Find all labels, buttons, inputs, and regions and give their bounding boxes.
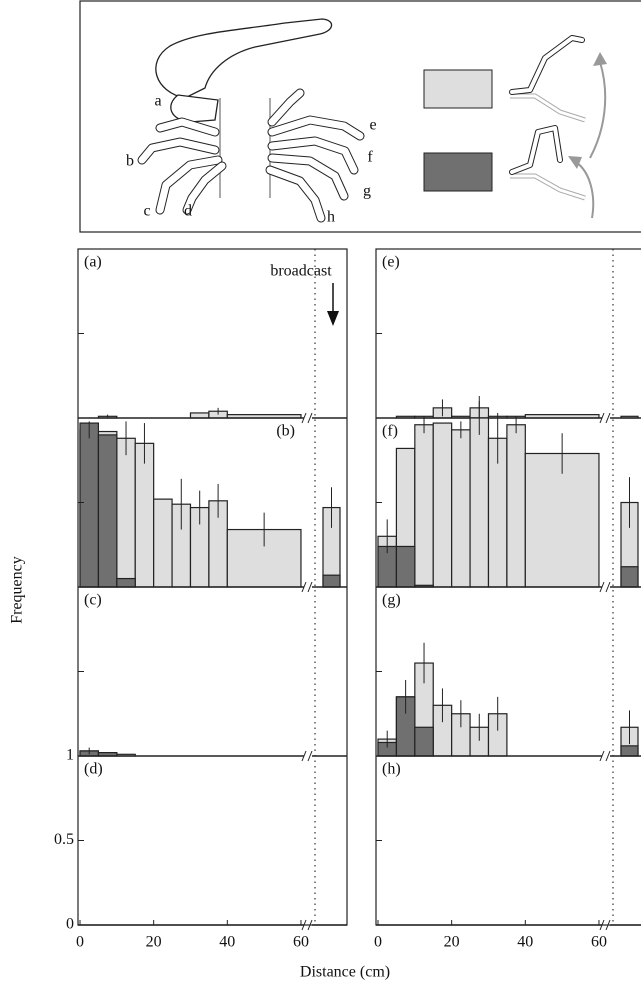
axis-break xyxy=(599,919,605,931)
x-axis-title: Distance (cm) xyxy=(300,964,390,981)
panel-label: (b) xyxy=(276,423,295,440)
leg-label: h xyxy=(327,209,335,226)
y-tick-label: 1 xyxy=(66,747,74,764)
bar xyxy=(432,422,453,588)
bar xyxy=(79,422,100,588)
axis-break xyxy=(307,581,313,593)
bar xyxy=(506,424,526,588)
legend-swatch-light xyxy=(423,69,493,109)
claw-arm xyxy=(170,94,219,123)
diagram: a b c d e f g h xyxy=(79,0,641,233)
y-tick-label: 0.5 xyxy=(54,831,74,848)
x-tick-label: 60 xyxy=(293,934,309,951)
leg-label: g xyxy=(363,183,371,200)
axis-break xyxy=(599,581,605,593)
bar xyxy=(97,434,118,588)
panel-label: (a) xyxy=(84,254,102,271)
bar xyxy=(414,726,434,757)
x-tick-label: 20 xyxy=(444,934,460,951)
leg-label: e xyxy=(369,117,376,134)
bar xyxy=(134,442,155,588)
axis-break xyxy=(301,581,307,593)
x-tick-label: 40 xyxy=(219,934,235,951)
leg-label: f xyxy=(367,149,373,166)
leg-label: b xyxy=(126,153,134,170)
y-tick-label: 0 xyxy=(66,916,74,933)
axis-break xyxy=(307,750,313,762)
leg-label: c xyxy=(143,203,150,220)
x-tick-label: 40 xyxy=(517,934,533,951)
x-tick-label: 0 xyxy=(76,934,84,951)
axis-break xyxy=(301,412,307,424)
bar xyxy=(116,437,136,588)
panel-label: (f) xyxy=(382,423,398,440)
bar xyxy=(469,417,490,588)
bar xyxy=(524,452,600,588)
axis-break xyxy=(605,919,611,931)
legs xyxy=(137,88,365,223)
bar xyxy=(451,429,471,588)
axis-break xyxy=(605,750,611,762)
axis-break xyxy=(307,919,313,931)
leg-label: d xyxy=(184,203,192,220)
annotation: broadcast xyxy=(270,263,332,280)
diagram-frame xyxy=(79,0,641,233)
broadcast-bar xyxy=(322,574,341,588)
axis-break xyxy=(307,412,313,424)
bar xyxy=(414,424,434,588)
broadcast-bar xyxy=(620,745,639,757)
axis-break xyxy=(599,412,605,424)
x-tick-label: 20 xyxy=(146,934,162,951)
axis-break xyxy=(605,581,611,593)
annotation-arrowhead xyxy=(327,311,339,326)
panel-label: (h) xyxy=(382,761,401,778)
axis-break xyxy=(301,750,307,762)
axis-break xyxy=(605,412,611,424)
panel-label: (d) xyxy=(84,761,103,778)
bar xyxy=(395,545,416,588)
legend-swatch-dark xyxy=(423,152,493,192)
bar xyxy=(153,498,173,588)
bar xyxy=(116,577,136,588)
y-axis-title: Frequency xyxy=(9,556,26,624)
legend-icon xyxy=(509,35,607,219)
x-tick-label: 60 xyxy=(591,934,607,951)
panel-label: (c) xyxy=(84,592,102,609)
broadcast-bar xyxy=(620,566,639,588)
x-tick-label: 0 xyxy=(374,934,382,951)
panel-label: (e) xyxy=(382,254,400,271)
axis-break xyxy=(599,750,605,762)
panel-label: (g) xyxy=(382,592,401,609)
leg-label: a xyxy=(154,93,161,110)
major-claw xyxy=(155,18,333,99)
axis-break xyxy=(301,919,307,931)
